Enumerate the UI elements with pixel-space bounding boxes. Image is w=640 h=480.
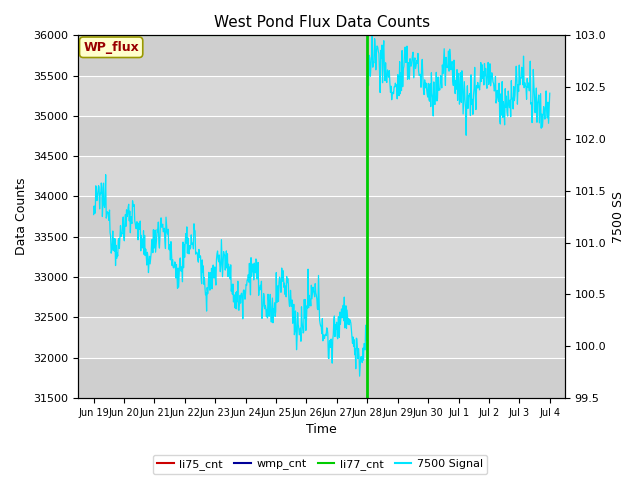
Bar [79, 116, 565, 156]
Title: West Pond Flux Data Counts: West Pond Flux Data Counts [214, 15, 429, 30]
Text: WP_flux: WP_flux [83, 41, 139, 54]
Legend: li75_cnt, wmp_cnt, li77_cnt, 7500 Signal: li75_cnt, wmp_cnt, li77_cnt, 7500 Signal [152, 455, 488, 474]
X-axis label: Time: Time [307, 423, 337, 436]
Bar [79, 358, 565, 398]
Y-axis label: 7500 SS: 7500 SS [612, 191, 625, 242]
Y-axis label: Data Counts: Data Counts [15, 178, 28, 255]
Bar [79, 36, 565, 76]
Bar [79, 196, 565, 237]
Bar [79, 277, 565, 317]
